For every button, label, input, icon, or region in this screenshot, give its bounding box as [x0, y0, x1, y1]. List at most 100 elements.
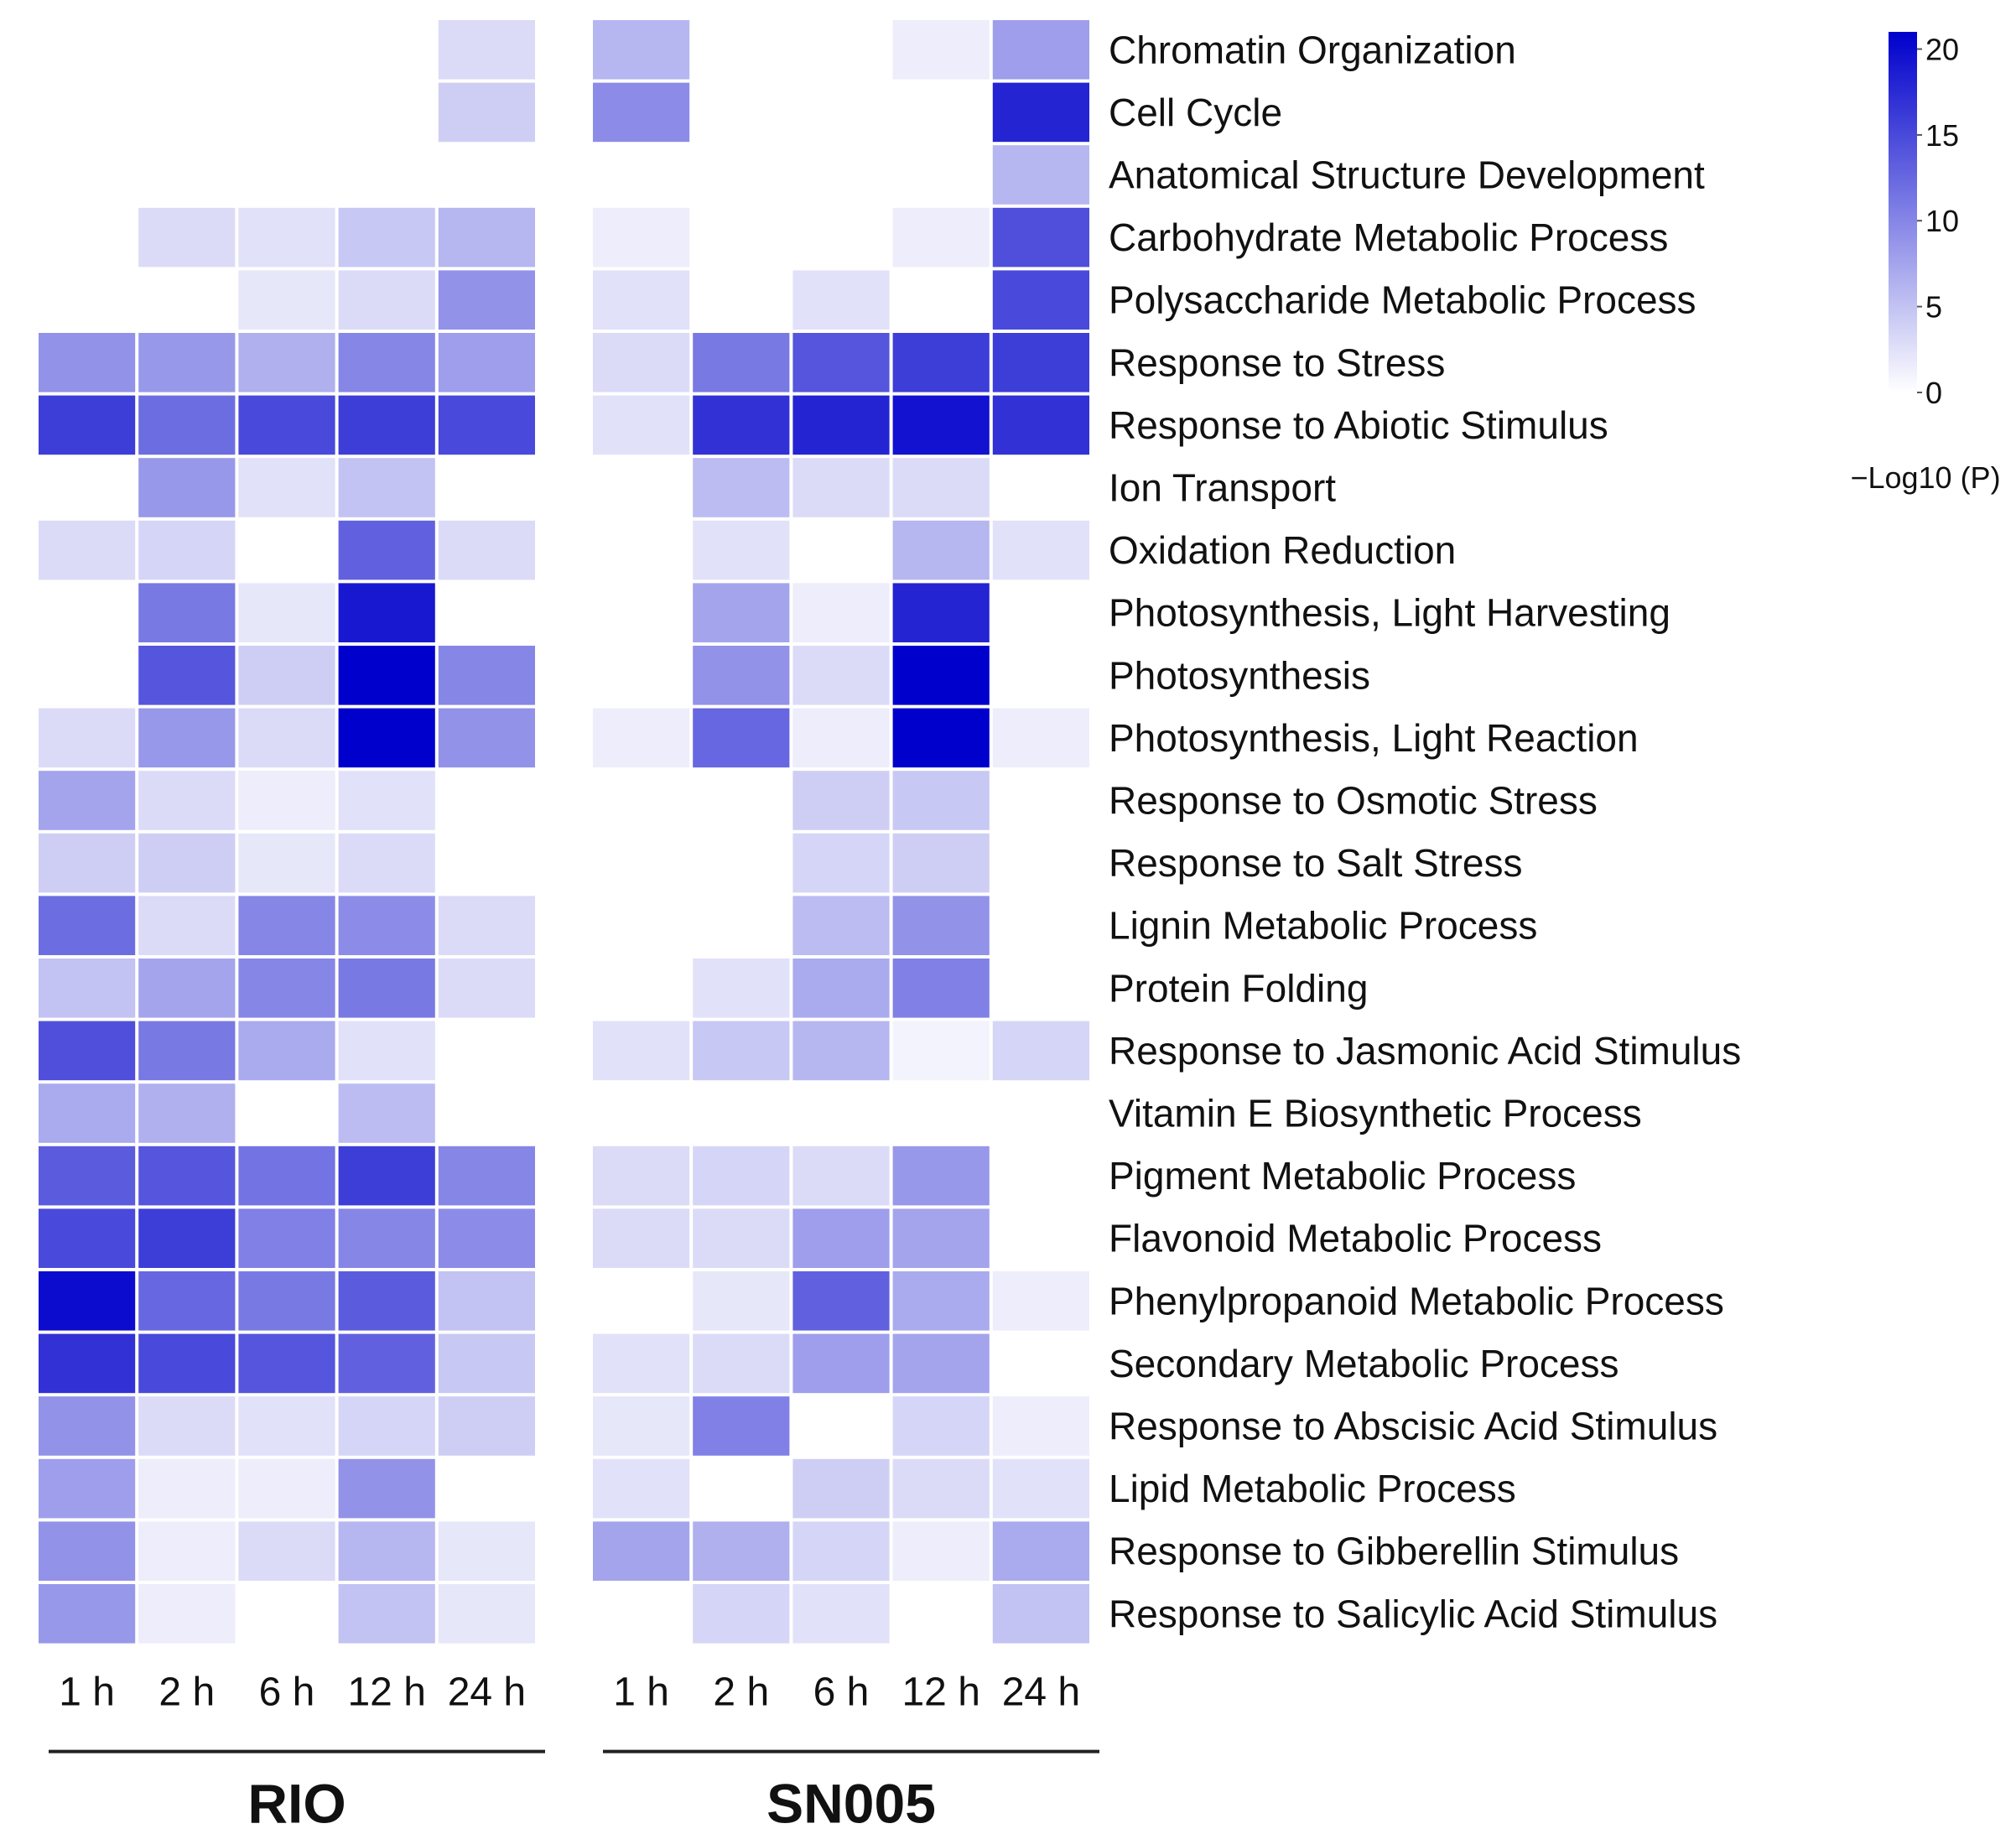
heatmap-cell: [438, 959, 535, 1018]
heatmap-cell: [39, 333, 136, 392]
heatmap-cell: [138, 395, 236, 455]
heatmap-cell: [438, 1021, 535, 1081]
term-label: Phenylpropanoid Metabolic Process: [1109, 1279, 1724, 1322]
heatmap-cell: [238, 458, 335, 517]
heatmap-cell: [138, 1584, 236, 1644]
heatmap-cell: [693, 82, 790, 143]
heatmap-cell: [892, 1458, 990, 1519]
heatmap-cell: [892, 145, 990, 205]
heatmap-cell: [338, 1521, 435, 1581]
heatmap-cell: [39, 270, 136, 330]
heatmap-cell: [138, 270, 236, 330]
heatmap-cell: [892, 270, 990, 330]
heatmap-cell: [338, 82, 435, 143]
heatmap-cell: [438, 458, 535, 517]
heatmap-cell: [593, 82, 690, 143]
heatmap-cell: [593, 1333, 690, 1394]
heatmap-cell: [39, 583, 136, 642]
heatmap-cell: [438, 82, 535, 143]
timepoint-label: 24 h: [1002, 1670, 1080, 1715]
heatmap-cell: [338, 520, 435, 580]
heatmap-cell: [892, 395, 990, 455]
heatmap-cell: [992, 1146, 1089, 1206]
term-label: Photosynthesis, Light Reaction: [1109, 716, 1639, 760]
term-label: Lignin Metabolic Process: [1109, 904, 1537, 948]
heatmap-cell: [992, 520, 1089, 580]
heatmap-cell: [438, 1208, 535, 1268]
heatmap-cell: [338, 1146, 435, 1206]
heatmap-cell: [138, 1271, 236, 1331]
heatmap-cell: [992, 1458, 1089, 1519]
heatmap-cell: [438, 1458, 535, 1519]
heatmap-cell: [338, 1458, 435, 1519]
heatmap-cell: [892, 896, 990, 955]
heatmap-cell: [992, 708, 1089, 768]
term-label: Response to Osmotic Stress: [1109, 779, 1598, 823]
heatmap-cell: [593, 959, 690, 1018]
heatmap-cell: [593, 896, 690, 955]
heatmap-cell: [892, 708, 990, 768]
heatmap-cell: [238, 1584, 335, 1644]
heatmap-cell: [39, 20, 136, 80]
heatmap-cell: [992, 583, 1089, 642]
heatmap-cell: [693, 20, 790, 80]
heatmap-cell: [593, 207, 690, 268]
heatmap-cell: [39, 1271, 136, 1331]
heatmap-cell: [138, 458, 236, 517]
heatmap-cell: [39, 959, 136, 1018]
heatmap-cell: [238, 1333, 335, 1394]
heatmap-cell: [693, 458, 790, 517]
colorbar-title: −Log10 (P): [1850, 460, 2000, 495]
heatmap-cells: [39, 20, 1089, 1644]
heatmap-cell: [792, 458, 890, 517]
heatmap-cell: [338, 583, 435, 642]
heatmap-cell: [238, 1396, 335, 1456]
heatmap-cell: [593, 1083, 690, 1143]
heatmap-cell: [593, 1458, 690, 1519]
heatmap-cell: [438, 333, 535, 392]
heatmap-cell: [338, 1271, 435, 1331]
heatmap-cell: [593, 520, 690, 580]
heatmap-cell: [892, 82, 990, 143]
heatmap-cell: [992, 833, 1089, 893]
colorbar-tick-label: 10: [1925, 204, 1959, 238]
heatmap-cell: [892, 1396, 990, 1456]
heatmap-cell: [338, 1584, 435, 1644]
heatmap-cell: [138, 1396, 236, 1456]
heatmap-cell: [693, 207, 790, 268]
heatmap-cell: [693, 1458, 790, 1519]
heatmap-cell: [238, 1458, 335, 1519]
group-labels: RIO SN005: [49, 1749, 1099, 1834]
heatmap-cell: [593, 1584, 690, 1644]
heatmap-cell: [238, 1083, 335, 1143]
heatmap-cell: [438, 1271, 535, 1331]
heatmap-cell: [693, 145, 790, 205]
heatmap-cell: [338, 1021, 435, 1081]
heatmap-cell: [438, 20, 535, 80]
term-label: Secondary Metabolic Process: [1109, 1342, 1619, 1385]
heatmap-cell: [693, 896, 790, 955]
heatmap-cell: [892, 1584, 990, 1644]
term-label: Protein Folding: [1109, 966, 1368, 1010]
heatmap-cell: [39, 833, 136, 893]
heatmap-cell: [338, 207, 435, 268]
colorbar-gradient: [1889, 32, 1917, 392]
heatmap-cell: [992, 1396, 1089, 1456]
term-label: Response to Stress: [1109, 340, 1445, 384]
heatmap-cell: [138, 1083, 236, 1143]
heatmap-cell: [138, 207, 236, 268]
heatmap-cell: [138, 959, 236, 1018]
heatmap-cell: [138, 583, 236, 642]
heatmap-cell: [992, 82, 1089, 143]
heatmap-cell: [792, 1521, 890, 1581]
heatmap-cell: [892, 20, 990, 80]
heatmap-cell: [693, 583, 790, 642]
heatmap-cell: [438, 1083, 535, 1143]
heatmap-cell: [792, 20, 890, 80]
heatmap-cell: [792, 82, 890, 143]
heatmap-cell: [593, 395, 690, 455]
heatmap-cell: [39, 82, 136, 143]
heatmap-cell: [438, 145, 535, 205]
term-label: Cell Cycle: [1109, 91, 1282, 134]
